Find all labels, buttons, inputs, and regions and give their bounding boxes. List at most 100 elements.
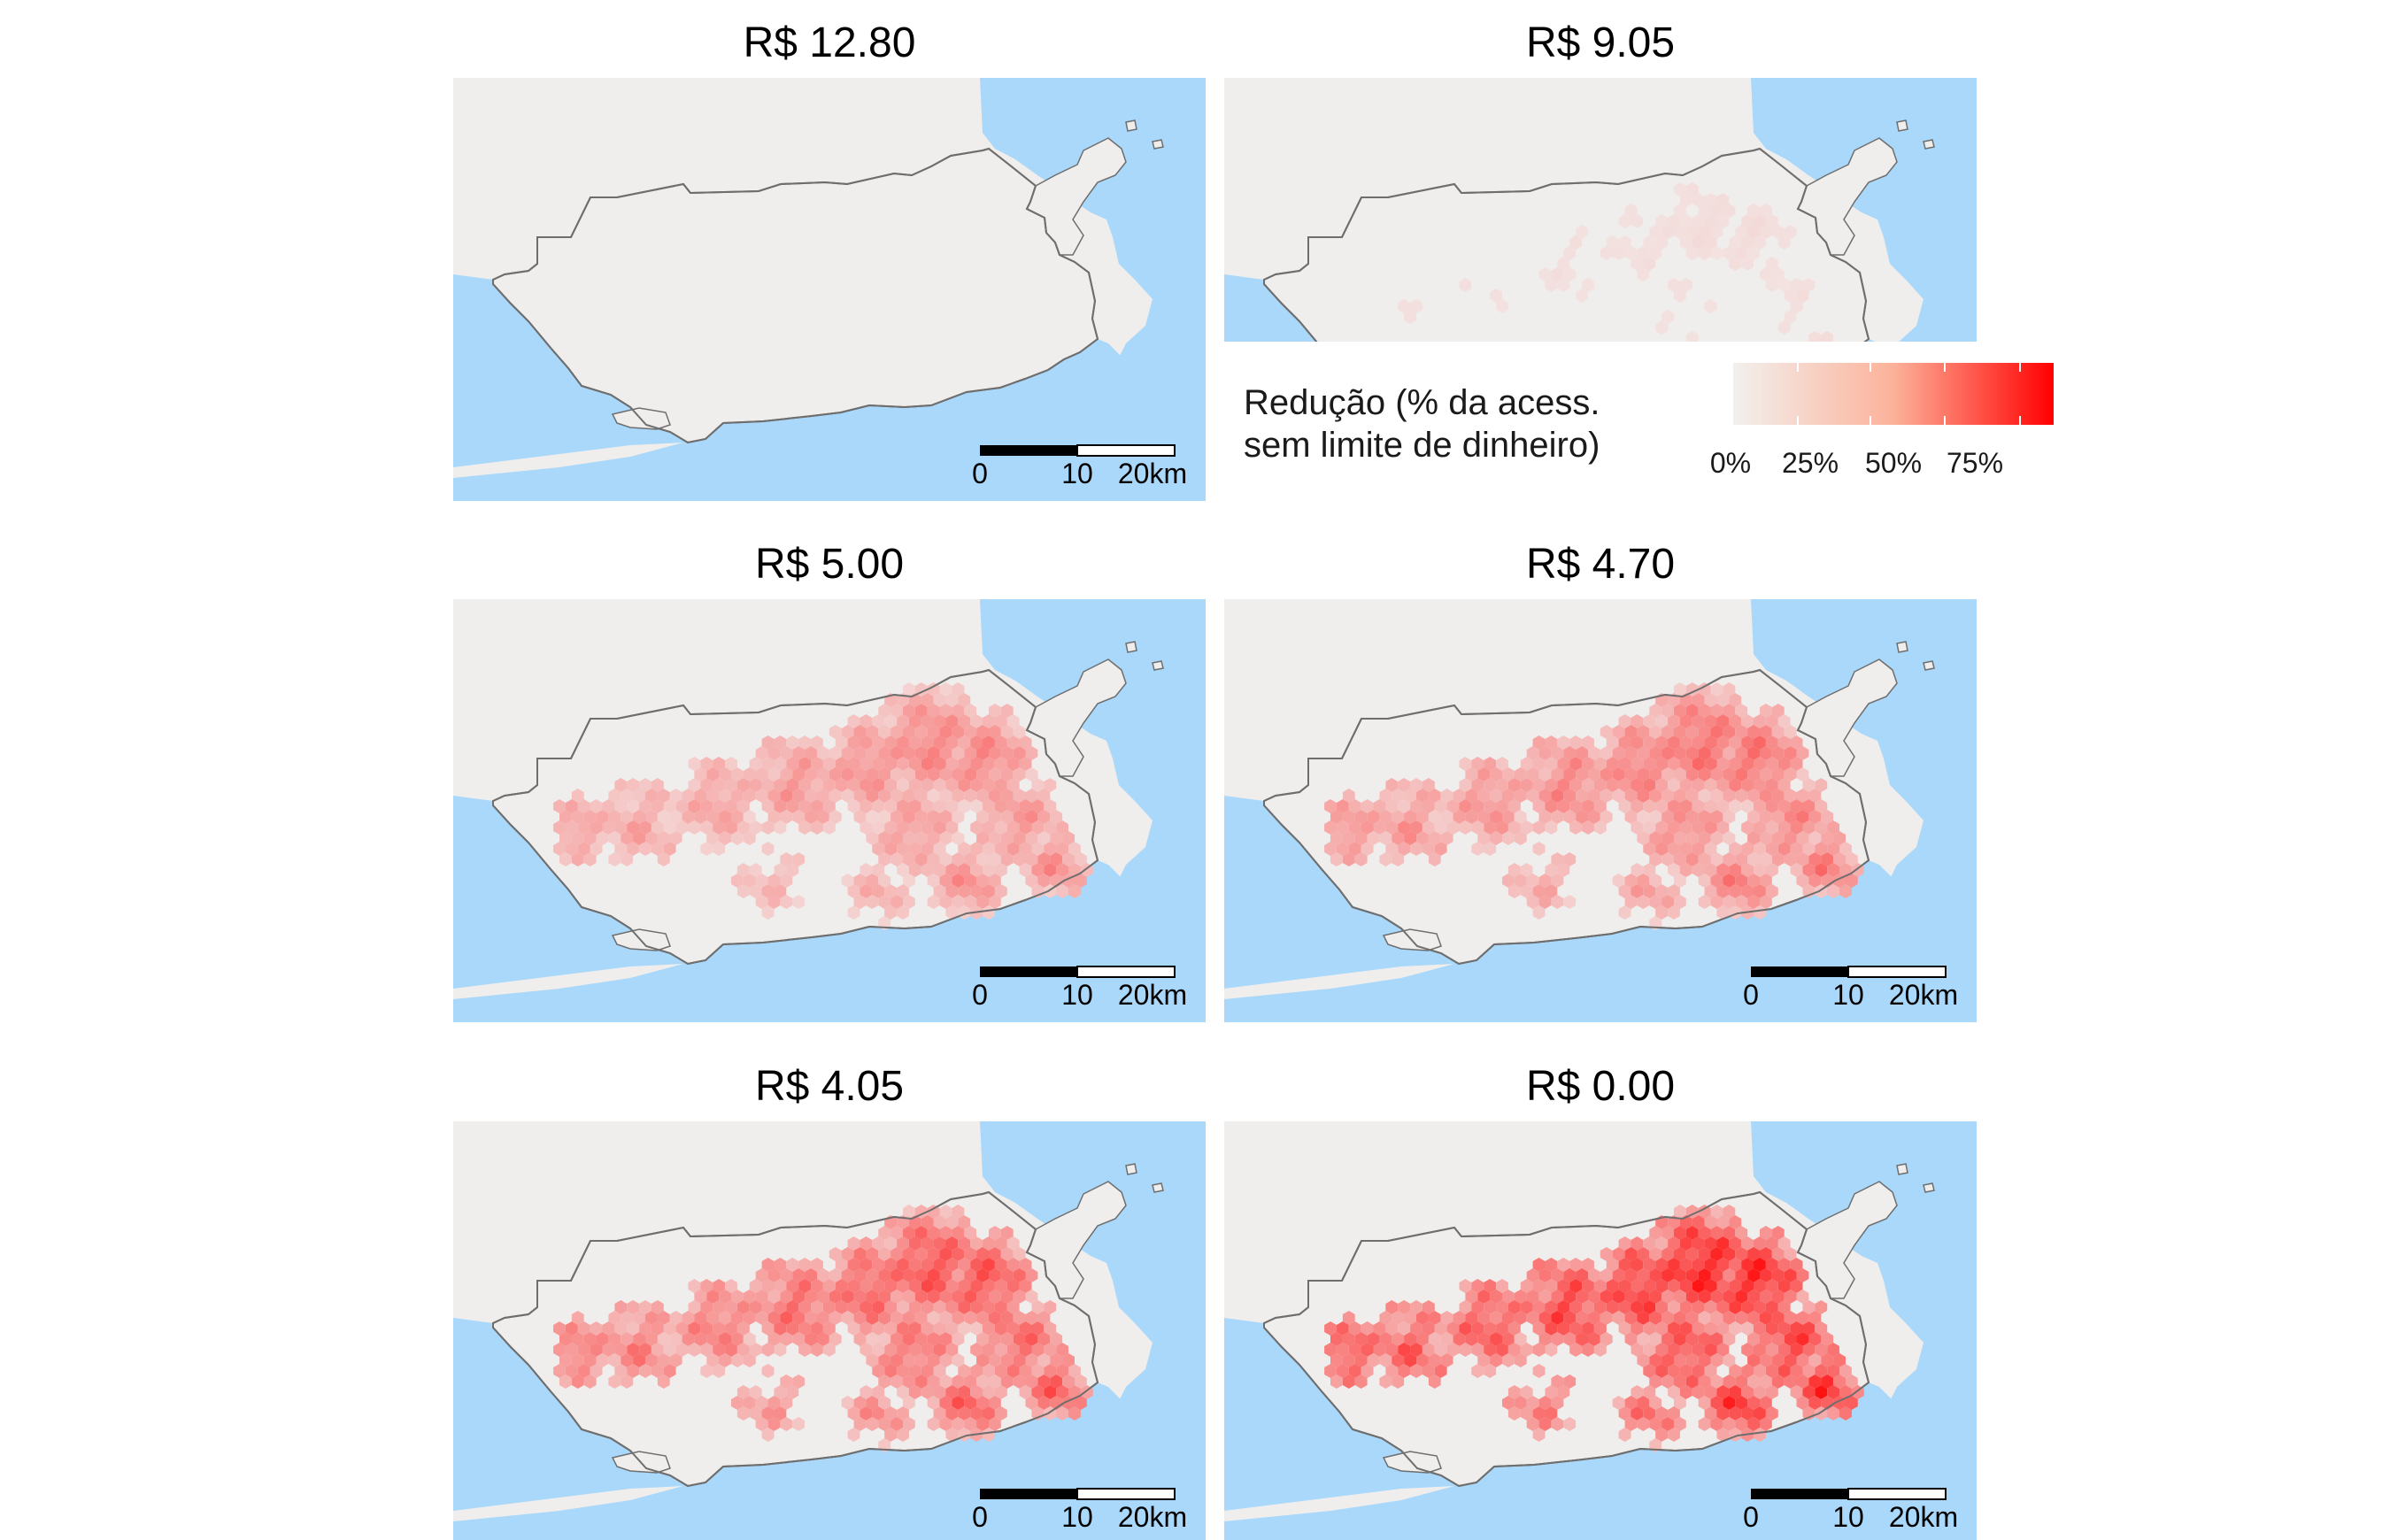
atlantic-ocean-water: [453, 1318, 1202, 1540]
hex-cell: [1551, 789, 1564, 803]
hex-cell: [694, 1332, 707, 1346]
hex-cell: [1815, 842, 1828, 856]
hex-cell: [945, 1428, 959, 1442]
hex-cell: [1643, 820, 1656, 835]
hex-cell: [1790, 735, 1803, 750]
hex-cell: [651, 778, 664, 792]
hex-cell: [1563, 267, 1577, 281]
hex-cell: [1624, 874, 1638, 888]
hex-cell: [590, 799, 603, 813]
hex-cell: [1827, 842, 1839, 856]
hex-cell: [1821, 1374, 1834, 1389]
hex-cell: [1747, 246, 1760, 260]
hex-cell: [1674, 1311, 1686, 1325]
hex-cell: [1815, 863, 1828, 877]
hex-cell: [983, 820, 995, 835]
map-frame: 0 10 20km: [453, 78, 1206, 501]
hex-cell: [1704, 1321, 1717, 1336]
hex-cell: [1729, 1300, 1742, 1314]
hex-cell: [1593, 1321, 1607, 1336]
hex-cell: [761, 842, 775, 856]
hex-cell: [976, 1396, 989, 1410]
hex-cell: [1661, 852, 1674, 866]
hex-cell: [645, 810, 658, 824]
scale-bar-label: 0: [972, 458, 988, 489]
hex-cell: [1056, 863, 1068, 877]
hex-cell: [1698, 789, 1711, 803]
hex-cell: [976, 852, 989, 866]
hex-cell: [1729, 842, 1742, 856]
hex-cell: [1392, 810, 1405, 824]
hex-cell: [933, 1406, 946, 1421]
hex-cell: [731, 789, 744, 803]
hex-cell: [1019, 1385, 1032, 1399]
hex-cell: [866, 789, 879, 803]
hex-cell: [1735, 225, 1748, 239]
hex-cell: [866, 1353, 879, 1367]
hex-cell: [713, 1279, 726, 1293]
hex-cell: [908, 1364, 921, 1378]
hex-cell: [921, 778, 934, 792]
hex-cell: [1716, 735, 1730, 750]
hex-cell: [767, 810, 781, 824]
hex-cell: [774, 1279, 787, 1293]
hex-cell: [1336, 1343, 1349, 1357]
hex-cell: [1037, 1374, 1051, 1389]
hex-cell: [1459, 820, 1472, 835]
hex-cell: [1330, 1353, 1343, 1367]
hex-cell: [914, 1311, 928, 1325]
hex-cell: [774, 863, 787, 877]
hex-cell: [903, 831, 915, 845]
hex-cell: [1000, 1247, 1014, 1261]
hex-cell: [884, 905, 898, 920]
hex-cell: [989, 789, 1001, 803]
hex-cell: [884, 735, 898, 750]
hex-cell: [1723, 682, 1736, 697]
hex-cell: [1649, 246, 1662, 260]
hex-cell: [1514, 874, 1527, 888]
hex-cell: [983, 1258, 995, 1272]
hex-cell: [817, 810, 829, 824]
hex-cell: [1685, 831, 1699, 845]
hex-cell: [1655, 1300, 1669, 1314]
hex-cell: [829, 767, 842, 782]
hex-cell: [1037, 810, 1051, 824]
hex-cell: [1698, 1353, 1711, 1367]
hex-cell: [1600, 725, 1613, 739]
hex-cell: [1729, 1364, 1742, 1378]
hex-cell: [1398, 820, 1411, 835]
hex-cell: [1661, 1247, 1674, 1261]
hex-cell: [639, 778, 651, 792]
hex-cell: [1692, 235, 1705, 250]
hex-cell: [1465, 1311, 1478, 1325]
hex-cell: [749, 757, 762, 771]
hex-cell: [663, 1364, 676, 1378]
hex-cell: [841, 789, 854, 803]
hex-cell: [1777, 757, 1791, 771]
hex-cell: [639, 842, 651, 856]
scale-bar: 0 10 20km: [1743, 1488, 1958, 1533]
hex-cell: [1348, 1321, 1361, 1336]
hex-cell: [1784, 1311, 1797, 1325]
hex-cell: [1576, 1332, 1588, 1346]
hex-cell: [608, 1353, 621, 1367]
hex-cell: [621, 1311, 634, 1325]
hex-cell: [1000, 1226, 1014, 1240]
hex-cell: [1710, 246, 1723, 260]
hex-cell: [792, 1374, 806, 1389]
hex-cell: [1342, 831, 1355, 845]
hex-cell: [1398, 778, 1411, 792]
hex-cell: [1373, 820, 1386, 835]
hex-cell: [897, 863, 909, 877]
hex-cell: [829, 810, 842, 824]
hex-cell: [1477, 789, 1491, 803]
hex-cell: [1698, 1311, 1711, 1325]
hex-cell: [1631, 1300, 1644, 1314]
hex-cell: [633, 1353, 645, 1367]
hex-cell: [994, 1406, 1007, 1421]
hex-cell: [1747, 1290, 1760, 1304]
hex-cell: [1771, 1290, 1785, 1304]
hex-cell: [596, 1353, 609, 1367]
hex-cell: [583, 831, 597, 845]
hex-cell: [627, 1343, 640, 1357]
